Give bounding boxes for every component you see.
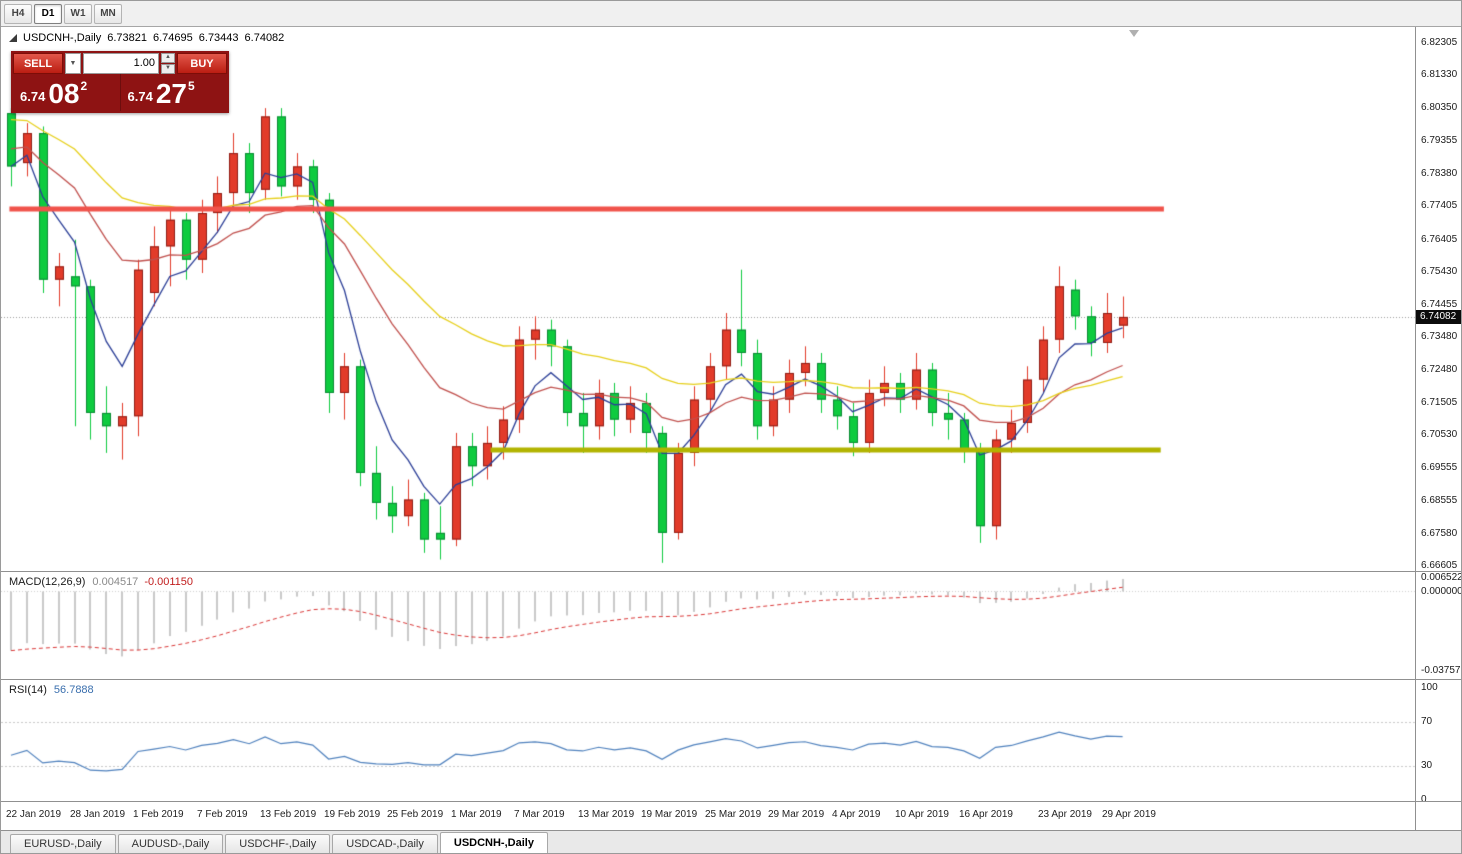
macd-axis[interactable]: 0.006522 0.000000 -0.03757 — [1416, 572, 1462, 679]
rsi-axis[interactable]: 100 70 30 0 — [1416, 680, 1461, 805]
date-axis-label: 7 Feb 2019 — [197, 809, 248, 820]
axis-separator — [1415, 27, 1416, 830]
price-axis-label: 6.67580 — [1421, 528, 1458, 539]
price-axis-label: 6.80350 — [1421, 102, 1458, 113]
buy-price-pipette: 5 — [187, 79, 195, 93]
ohlc-low: 6.73443 — [198, 32, 239, 44]
price-axis-label: 6.68555 — [1421, 495, 1458, 506]
sell-price-prefix: 6.74 — [20, 89, 46, 104]
chart-shift-marker — [1129, 30, 1139, 37]
volume-input[interactable]: 1.00 — [83, 53, 159, 74]
price-axis-label: 6.73480 — [1421, 331, 1458, 342]
date-axis-label: 7 Mar 2019 — [514, 809, 565, 820]
ohlc-close: 6.74082 — [244, 32, 285, 44]
volume-spinner: ▲ ▼ — [161, 53, 175, 74]
date-axis-label: 4 Apr 2019 — [832, 809, 881, 820]
rsi-axis-label: 100 — [1421, 682, 1438, 693]
price-axis-label: 6.75430 — [1421, 266, 1458, 277]
sell-price[interactable]: 6.74 08 2 — [13, 74, 120, 111]
date-axis-label: 16 Apr 2019 — [959, 809, 1013, 820]
sell-button[interactable]: SELL — [13, 53, 63, 74]
macd-label: MACD(12,26,9) 0.004517 -0.001150 — [9, 576, 193, 588]
buy-button[interactable]: BUY — [177, 53, 227, 74]
main-chart-panel: USDCNH-,Daily 6.73821 6.74695 6.73443 6.… — [1, 27, 1461, 571]
tab-eurusd-daily[interactable]: EURUSD-,Daily — [10, 834, 116, 853]
date-axis-label: 29 Mar 2019 — [768, 809, 825, 820]
rsi-axis-label: 30 — [1421, 760, 1433, 771]
date-axis-label: 28 Jan 2019 — [70, 809, 126, 820]
date-axis-label: 19 Mar 2019 — [641, 809, 698, 820]
spinner-down-icon[interactable]: ▼ — [161, 64, 175, 74]
macd-panel: MACD(12,26,9) 0.004517 -0.001150 0.006522 0… — [1, 571, 1462, 679]
volume-dropdown[interactable]: ▼ — [65, 53, 81, 74]
price-axis-label: 6.71505 — [1421, 397, 1458, 408]
rsi-canvas[interactable] — [1, 680, 1416, 801]
price-axis-label: 6.82305 — [1421, 37, 1458, 48]
chevron-down-icon: ▼ — [69, 60, 77, 67]
timeframe-h4-button[interactable]: H4 — [4, 3, 32, 24]
price-axis-label: 6.70530 — [1421, 429, 1458, 440]
date-axis-label: 13 Feb 2019 — [260, 809, 317, 820]
rsi-axis-label: 0 — [1421, 794, 1427, 805]
tab-audusd-daily[interactable]: AUDUSD-,Daily — [117, 834, 224, 853]
rsi-label: RSI(14) 56.7888 — [9, 684, 94, 696]
macd-axis-label: -0.03757 — [1421, 665, 1461, 676]
rsi-axis-label: 70 — [1421, 716, 1433, 727]
date-axis-label: 13 Mar 2019 — [578, 809, 635, 820]
timeframe-w1-button[interactable]: W1 — [64, 3, 92, 24]
chart-symbol-label: USDCNH-,Daily — [23, 32, 102, 44]
tab-usdcnh-daily[interactable]: USDCNH-,Daily — [439, 832, 548, 853]
date-axis-label: 1 Feb 2019 — [133, 809, 184, 820]
spinner-up-icon[interactable]: ▲ — [161, 53, 175, 63]
date-axis-label: 29 Apr 2019 — [1102, 809, 1156, 820]
rsi-panel: RSI(14) 56.7888 100 70 30 0 — [1, 679, 1461, 805]
date-axis-label: 25 Feb 2019 — [387, 809, 444, 820]
date-axis-label: 19 Feb 2019 — [324, 809, 381, 820]
sell-price-pipette: 2 — [80, 79, 88, 93]
date-axis-label: 23 Apr 2019 — [1038, 809, 1092, 820]
current-price-tag: 6.74082 — [1416, 310, 1461, 324]
chart-icon — [9, 34, 17, 42]
timeframe-d1-button[interactable]: D1 — [34, 3, 62, 24]
price-axis[interactable]: 6.82305 6.81330 6.80350 6.79355 6.78380 6.774… — [1416, 27, 1461, 571]
chart-ohlc-header: USDCNH-,Daily 6.73821 6.74695 6.73443 6.… — [9, 32, 284, 44]
price-axis-label: 6.77405 — [1421, 200, 1458, 211]
rsi-name: RSI(14) — [9, 684, 47, 696]
date-axis-label: 25 Mar 2019 — [705, 809, 762, 820]
price-axis-label: 6.78380 — [1421, 168, 1458, 179]
price-axis-label: 6.69555 — [1421, 462, 1458, 473]
price-axis-label: 6.66605 — [1421, 560, 1458, 571]
price-axis-label: 6.81330 — [1421, 69, 1458, 80]
sell-price-big: 08 — [48, 78, 80, 110]
ohlc-high: 6.74695 — [153, 32, 193, 44]
date-axis-label: 22 Jan 2019 — [6, 809, 62, 820]
price-chart-canvas[interactable] — [1, 27, 1416, 571]
date-axis-label: 1 Mar 2019 — [451, 809, 502, 820]
buy-price-big: 27 — [155, 78, 187, 110]
macd-axis-label: 0.006522 — [1421, 572, 1462, 583]
price-axis-label: 6.79355 — [1421, 135, 1458, 146]
macd-axis-label: 0.000000 — [1421, 586, 1462, 597]
price-axis-label: 6.72480 — [1421, 364, 1458, 375]
tab-usdchf-daily[interactable]: USDCHF-,Daily — [225, 834, 331, 853]
timeframe-mn-button[interactable]: MN — [94, 3, 122, 24]
rsi-value: 56.7888 — [53, 684, 94, 696]
buy-price[interactable]: 6.74 27 5 — [119, 74, 228, 111]
price-axis-label: 6.74455 — [1421, 299, 1458, 310]
date-axis[interactable]: 22 Jan 2019 28 Jan 2019 1 Feb 2019 7 Feb 20… — [1, 801, 1461, 830]
one-click-trading-widget: SELL ▼ 1.00 ▲ ▼ BUY 6.74 08 2 6.74 27 — [11, 51, 229, 113]
macd-canvas[interactable] — [1, 572, 1416, 679]
ohlc-open: 6.73821 — [107, 32, 147, 44]
buy-price-prefix: 6.74 — [127, 89, 153, 104]
macd-signal-value: -0.001150 — [144, 576, 194, 588]
date-axis-label: 10 Apr 2019 — [895, 809, 949, 820]
chart-tab-bar: EURUSD-,Daily AUDUSD-,Daily USDCHF-,Dail… — [1, 830, 1461, 853]
timeframe-toolbar: H4 D1 W1 MN — [1, 1, 1461, 27]
macd-name: MACD(12,26,9) — [9, 576, 86, 588]
price-axis-label: 6.76405 — [1421, 234, 1458, 245]
tab-usdcad-daily[interactable]: USDCAD-,Daily — [332, 834, 438, 853]
macd-main-value: 0.004517 — [92, 576, 139, 588]
